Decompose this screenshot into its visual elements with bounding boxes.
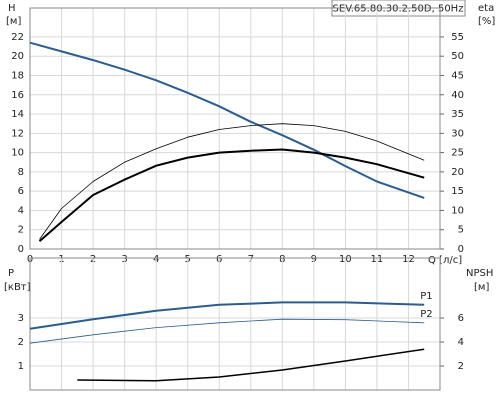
y-tick-label: 18 <box>11 70 24 81</box>
x-axis-label: Q [л/с] <box>428 255 462 266</box>
y-tick-label: 14 <box>11 109 24 120</box>
y2-axis-unit: [%] <box>478 16 495 27</box>
y-axis-unit: [м] <box>6 16 21 27</box>
curve <box>77 348 425 382</box>
curve <box>38 148 425 243</box>
y2-tick-label: 10 <box>451 205 464 216</box>
y2-tick-label: 50 <box>451 51 464 62</box>
y2-tick-label: 0 <box>458 244 464 255</box>
y-tick-label: 2 <box>18 337 24 348</box>
y2-tick-label: 15 <box>451 186 464 197</box>
y-axis-label: P <box>8 268 14 279</box>
y2-tick-label: 5 <box>458 225 464 236</box>
y-tick-label: 0 <box>18 244 24 255</box>
y2-axis-label: eta <box>478 3 494 14</box>
series-label: P1 <box>420 291 432 302</box>
y-axis-label: H <box>8 3 16 14</box>
y-tick-label: 3 <box>18 313 24 324</box>
y-tick-label: 1 <box>18 361 24 372</box>
y2-tick-label: 35 <box>451 109 464 120</box>
y-axis-unit: [кВт] <box>4 282 31 293</box>
y2-tick-label: 25 <box>451 148 464 159</box>
y-tick-label: 6 <box>18 186 24 197</box>
y2-tick-label: 45 <box>451 70 464 81</box>
y-tick-label: 4 <box>18 205 24 216</box>
y-tick-label: 16 <box>11 90 24 101</box>
series-label: P2 <box>420 309 432 320</box>
y2-tick-label: 40 <box>451 90 464 101</box>
y2-tick-label: 30 <box>451 128 464 139</box>
y-tick-label: 22 <box>11 32 24 43</box>
y-tick-label: 8 <box>18 167 24 178</box>
plot-frame <box>29 257 441 391</box>
curve <box>29 41 425 199</box>
y2-tick-label: 4 <box>458 337 464 348</box>
y-tick-label: 20 <box>11 51 24 62</box>
curve <box>29 318 425 344</box>
y2-tick-label: 6 <box>458 313 464 324</box>
y2-tick-label: 55 <box>451 32 464 43</box>
curve <box>29 301 425 330</box>
y2-tick-label: 2 <box>458 361 464 372</box>
y-tick-label: 12 <box>11 128 24 139</box>
y2-tick-label: 20 <box>451 167 464 178</box>
y-tick-label: 2 <box>18 225 24 236</box>
y2-axis-unit: [м] <box>474 282 489 293</box>
y-tick-label: 10 <box>11 148 24 159</box>
y2-axis-label: NPSH <box>466 268 493 279</box>
plot-frame <box>29 7 441 250</box>
curve <box>39 123 425 240</box>
chart-title: SEV.65.80.30.2.50D, 50Hz <box>333 4 464 15</box>
